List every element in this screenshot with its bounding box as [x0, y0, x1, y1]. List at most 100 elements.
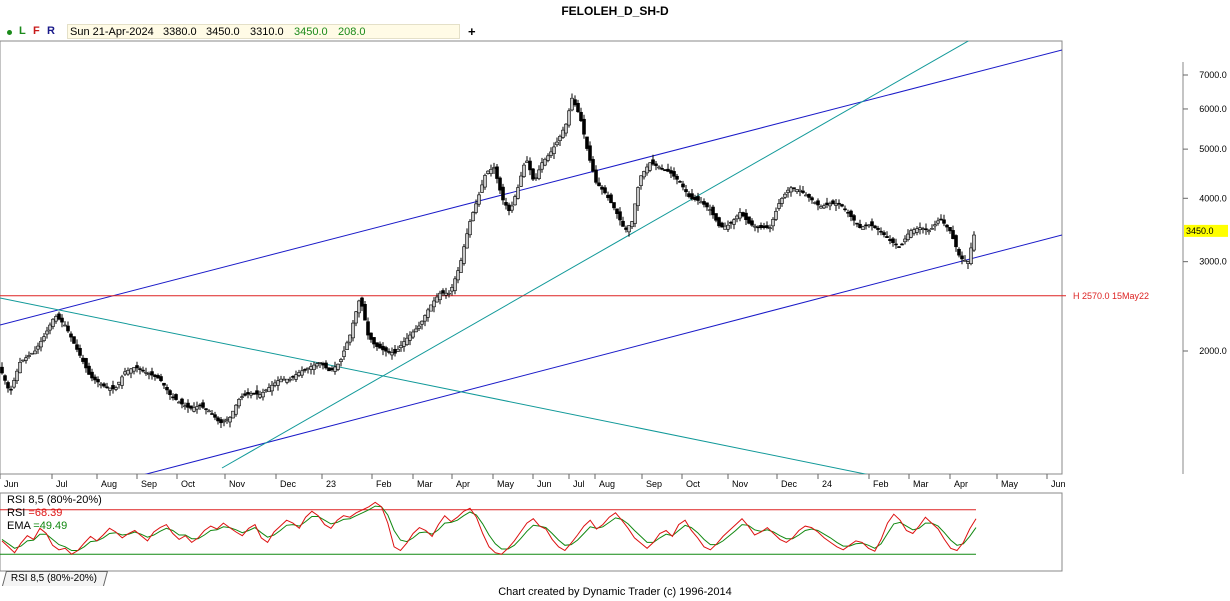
- candle-body: [903, 238, 907, 243]
- candle-body: [33, 350, 37, 355]
- candle-body: [738, 212, 742, 219]
- rsi-tab[interactable]: RSI 8,5 (80%-20%): [1, 571, 109, 586]
- candle-body: [693, 196, 697, 200]
- candle-body: [501, 186, 505, 201]
- candle-body: [27, 355, 31, 357]
- candle-body: [339, 359, 343, 362]
- x-tick-label: Dec: [781, 479, 798, 489]
- candle-body: [588, 145, 592, 161]
- falling-teal-line[interactable]: [0, 297, 870, 475]
- y-tick-label: 3000.0: [1199, 257, 1227, 267]
- candle-body: [108, 387, 112, 391]
- candle-body: [804, 194, 808, 197]
- candle-body: [897, 246, 901, 248]
- candle-body: [42, 336, 46, 341]
- y-tick-label: 2000.0: [1199, 346, 1227, 356]
- candle-body: [291, 376, 295, 378]
- candle-body: [150, 371, 154, 376]
- candle-body: [117, 381, 121, 385]
- candle-body: [882, 232, 886, 236]
- candle-body: [279, 378, 283, 383]
- candle-body: [921, 228, 925, 230]
- candle-body: [375, 342, 379, 347]
- candle-body: [222, 420, 226, 423]
- candle-body: [573, 99, 577, 106]
- x-tick-label: Nov: [732, 479, 749, 489]
- candle-body: [747, 216, 751, 224]
- candle-body: [849, 210, 853, 217]
- candle-body: [714, 213, 718, 221]
- candle-body: [198, 404, 202, 407]
- horizontal-level-label: H 2570.0 15May22: [1073, 291, 1149, 301]
- candle-body: [669, 170, 673, 174]
- candle-body: [471, 212, 475, 222]
- candle-body: [459, 260, 463, 273]
- lower-trendline[interactable]: [135, 234, 1062, 477]
- candle-body: [930, 228, 934, 230]
- candle-body: [597, 182, 601, 187]
- candle-body: [348, 334, 352, 343]
- upper-trendline[interactable]: [0, 49, 1062, 326]
- candle-body: [675, 175, 679, 180]
- status-dot-icon[interactable]: [7, 30, 12, 35]
- candle-body: [312, 364, 316, 370]
- candle-body: [420, 320, 424, 325]
- candle-body: [555, 141, 559, 146]
- candle-body: [240, 396, 244, 398]
- indicator-l-button[interactable]: L: [19, 25, 26, 37]
- candle-body: [828, 203, 832, 207]
- candle-body: [489, 169, 493, 174]
- bar-date: Sun 21-Apr-2024: [70, 26, 154, 38]
- trendlines: [0, 40, 1062, 477]
- x-tick-label: Dec: [280, 479, 297, 489]
- x-tick-label: Nov: [229, 479, 246, 489]
- indicator-f-button[interactable]: F: [33, 25, 40, 37]
- candle-body: [972, 234, 976, 251]
- candle-body: [126, 370, 130, 375]
- candles: [0, 93, 976, 428]
- candle-body: [816, 200, 820, 206]
- indicator-r-button[interactable]: R: [47, 25, 55, 37]
- x-tick-label: Aug: [599, 479, 615, 489]
- candle-body: [510, 205, 514, 211]
- candle-body: [522, 164, 526, 177]
- candle-body: [285, 378, 289, 383]
- candle-body: [276, 380, 280, 386]
- candle-body: [408, 334, 412, 341]
- candle-body: [156, 375, 160, 379]
- candle-body: [435, 296, 439, 303]
- candle-body: [840, 204, 844, 207]
- x-tick-label: Jun: [1051, 479, 1066, 489]
- candle-body: [660, 168, 664, 170]
- candle-body: [852, 215, 856, 221]
- last-price-label: 3450.0: [1186, 226, 1214, 236]
- candle-body: [912, 229, 916, 234]
- candle-body: [942, 219, 946, 224]
- rising-teal-line[interactable]: [221, 40, 970, 469]
- candle-body: [846, 211, 850, 214]
- candle-body: [876, 227, 880, 230]
- candle-body: [879, 230, 883, 233]
- candle-body: [273, 382, 277, 386]
- candle-body: [777, 203, 781, 209]
- candle-body: [60, 317, 64, 323]
- candle-body: [630, 221, 634, 228]
- x-tick-label: Oct: [181, 479, 196, 489]
- candle-body: [360, 297, 364, 307]
- candle-body: [234, 404, 238, 415]
- candle-body: [732, 219, 736, 225]
- candle-body: [933, 224, 937, 227]
- candle-body: [720, 222, 724, 228]
- candle-body: [759, 225, 763, 229]
- candle-body: [801, 190, 805, 193]
- x-tick-label: Jul: [573, 479, 585, 489]
- candle-body: [387, 351, 391, 353]
- x-tick-label: 24: [822, 479, 832, 489]
- add-plus-icon[interactable]: +: [468, 24, 476, 39]
- candle-body: [918, 227, 922, 230]
- candle-body: [288, 378, 292, 381]
- candle-body: [498, 177, 502, 191]
- candle-body: [72, 336, 76, 344]
- candle-body: [819, 206, 823, 209]
